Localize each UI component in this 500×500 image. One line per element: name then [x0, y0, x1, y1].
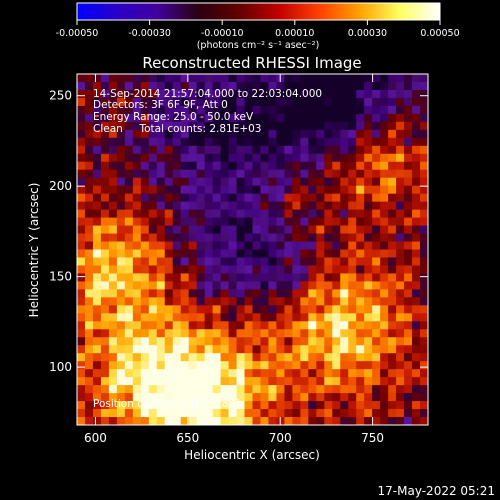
annotation-energy-range: Energy Range: 25.0 - 50.0 keV — [93, 111, 254, 123]
y-tick-label: 100 — [49, 360, 72, 374]
colorbar-label: (photons cm⁻² s⁻¹ asec⁻²) — [197, 40, 320, 51]
annotation-time-range: 14-Sep-2014 21:57:04.000 to 22:03:04.000 — [93, 88, 322, 100]
colorbar-ticks: -0.00050 -0.00030 -0.00010 0.00010 0.00030 0.… — [56, 20, 460, 39]
x-tick-label: 700 — [269, 431, 292, 445]
annotation-peak-position: Position of Peak = [663, 82] — [93, 398, 239, 410]
y-axis-label: Heliocentric Y (arcsec) — [27, 183, 41, 318]
x-axis-label: Heliocentric X (arcsec) — [184, 448, 320, 462]
heatmap-image — [77, 74, 428, 425]
colorbar-tick-label: 0.00050 — [420, 28, 459, 39]
colorbar-tick-label: -0.00030 — [128, 28, 171, 39]
colorbar-tick-label: -0.00010 — [201, 28, 244, 39]
y-tick-label: 200 — [49, 179, 72, 193]
colorbar-tick-label: 0.00030 — [348, 28, 387, 39]
colorbar-tick-label: -0.00050 — [56, 28, 99, 39]
x-tick-label: 600 — [84, 431, 107, 445]
colorbar-tick-label: 0.00010 — [275, 28, 314, 39]
x-tick-label: 650 — [176, 431, 199, 445]
x-axis-ticks: 600 650 700 750 — [84, 74, 384, 445]
annotation-clean-counts: Clean Total counts: 2.81E+03 — [93, 123, 262, 135]
x-tick-label: 750 — [361, 431, 384, 445]
y-tick-label: 150 — [49, 270, 72, 284]
annotation-detectors: Detectors: 3F 6F 9F, Att 0 — [93, 99, 228, 111]
chart-title: Reconstructed RHESSI Image — [142, 54, 361, 72]
colorbar — [76, 2, 441, 21]
y-tick-label: 250 — [49, 89, 72, 103]
plot-frame — [76, 73, 429, 426]
y-axis-ticks: 100 150 200 250 — [49, 89, 428, 374]
footer-timestamp: 17-May-2022 05:21 — [377, 484, 495, 498]
